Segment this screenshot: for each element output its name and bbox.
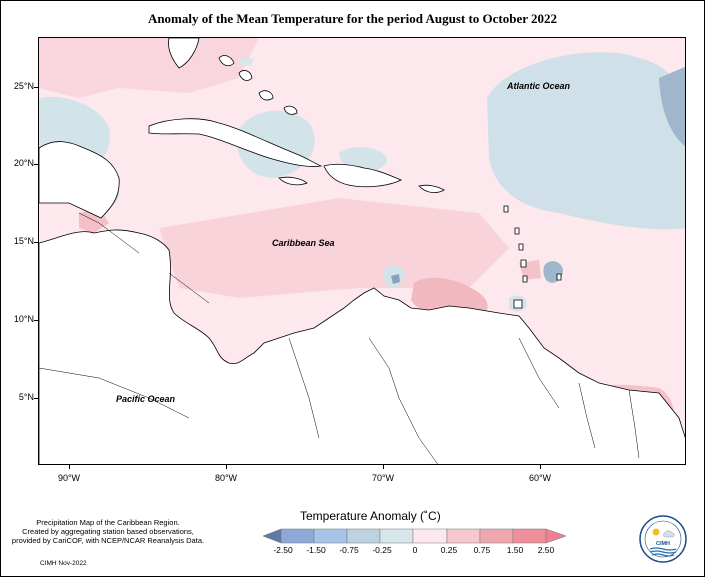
jamaica <box>278 176 308 186</box>
logo-outer-ring <box>639 515 687 563</box>
logo-wave-1 <box>649 547 677 551</box>
legend-swatch-8 <box>512 528 547 544</box>
lat-tick-5n <box>34 398 38 399</box>
florida <box>168 38 200 69</box>
logo-wave-2 <box>649 550 677 554</box>
map-title: Anomaly of the Mean Temperature for the … <box>147 11 558 26</box>
lat-label-15n: 15°N <box>13 236 34 246</box>
border-central-america-1 <box>78 212 140 254</box>
legend-title: Temperature Anomaly (˚C) <box>300 509 441 523</box>
legend-tick-7: 0.75 <box>473 545 491 555</box>
border-guyana <box>518 337 560 409</box>
warm-anomaly-caribbean <box>159 198 509 298</box>
lon-label-90w: 90°W <box>57 473 81 483</box>
bahamas-2 <box>238 70 253 81</box>
label-atlantic-ocean: Atlantic Ocean <box>507 81 571 91</box>
yucatan-peninsula <box>39 141 120 219</box>
puerto-rico <box>418 184 445 194</box>
legend-tick-5: 0 <box>412 545 418 555</box>
legend-swatch-4 <box>379 528 414 544</box>
border-venezuela <box>368 337 438 464</box>
lat-label-20n: 20°N <box>13 158 34 168</box>
legend-arrow-low <box>263 528 282 544</box>
lat-tick-25n <box>34 87 38 88</box>
mainland-americas <box>39 229 685 464</box>
bahamas-3 <box>258 90 274 101</box>
cool-anomaly-aruba-core <box>391 274 400 284</box>
legend-tick-6: 0.25 <box>440 545 458 555</box>
credit-date: CIMH Nov-2022 <box>40 560 87 567</box>
legend-arrow-high <box>545 528 567 544</box>
lon-label-60w: 60°W <box>528 473 552 483</box>
warm-anomaly-north <box>39 38 259 98</box>
country-borders <box>39 212 640 464</box>
legend-tick-2: -1.50 <box>306 545 326 555</box>
legend-tick-1: -2.50 <box>273 545 293 555</box>
dominica <box>518 243 524 251</box>
cool-anomaly-bahamas <box>239 58 254 66</box>
legend-tick-4: -0.25 <box>372 545 392 555</box>
lat-tick-15n <box>34 242 38 243</box>
logo-text: CIMH <box>656 541 670 547</box>
border-pacific-coast <box>39 367 190 419</box>
lat-label-10n: 10°N <box>13 314 34 324</box>
cool-anomaly-atlantic <box>487 52 685 230</box>
legend-swatch-5 <box>412 528 448 544</box>
bahamas-4 <box>283 105 298 115</box>
anomaly-map <box>39 38 685 464</box>
credit-line-3: provided by CariCOF, with NCEP/NCAR Rean… <box>11 536 205 545</box>
legend-tick-3: -0.75 <box>339 545 359 555</box>
lon-tick-70w <box>383 465 384 469</box>
border-suriname <box>578 382 596 449</box>
bahamas-1 <box>218 55 235 67</box>
lon-tick-90w <box>69 465 70 469</box>
lon-label-80w: 80°W <box>214 473 238 483</box>
land-masses <box>39 38 685 464</box>
antigua <box>503 205 509 213</box>
credit-line-2: Created by aggregating station based obs… <box>22 527 194 536</box>
lat-tick-20n <box>34 164 38 165</box>
guadeloupe <box>514 227 520 235</box>
credit-line-1: Precipitation Map of the Caribbean Regio… <box>36 518 180 527</box>
lat-tick-10n <box>34 320 38 321</box>
lon-tick-80w <box>226 465 227 469</box>
legend-tick-8: 1.50 <box>506 545 524 555</box>
lat-label-25n: 25°N <box>13 81 34 91</box>
label-caribbean-sea: Caribbean Sea <box>272 238 335 248</box>
cuba <box>148 118 323 167</box>
trinidad <box>513 299 523 309</box>
legend-swatch-7 <box>479 528 514 544</box>
legend-colorbar <box>263 528 567 544</box>
lat-label-5n: 5°N <box>18 392 34 402</box>
lon-tick-60w <box>540 465 541 469</box>
legend-swatch-6 <box>446 528 481 544</box>
legend-tick-9: 2.50 <box>537 545 555 555</box>
map-panel: Atlantic Ocean Caribbean Sea Pacific Oce… <box>38 37 686 465</box>
border-french-guiana <box>628 389 640 459</box>
legend-swatch-3 <box>346 528 381 544</box>
hispaniola <box>323 163 402 188</box>
lon-label-70w: 70°W <box>371 473 395 483</box>
legend-swatch-1 <box>280 528 315 544</box>
logo-sun-icon <box>652 528 660 536</box>
cimh-logo: CIMH <box>639 515 687 563</box>
barbados <box>556 273 562 281</box>
st-lucia <box>522 275 528 283</box>
logo-cloud-icon <box>663 530 675 538</box>
border-colombia <box>288 337 320 439</box>
cool-anomaly-atlantic-core <box>659 66 685 147</box>
martinique <box>520 259 527 268</box>
legend-swatch-2 <box>313 528 348 544</box>
logo-wave-3 <box>651 553 675 557</box>
border-central-america-2 <box>168 272 210 304</box>
label-pacific-ocean: Pacific Ocean <box>116 394 176 404</box>
credit-text: Precipitation Map of the Caribbean Regio… <box>8 518 208 545</box>
logo-inner-ring <box>644 520 682 558</box>
